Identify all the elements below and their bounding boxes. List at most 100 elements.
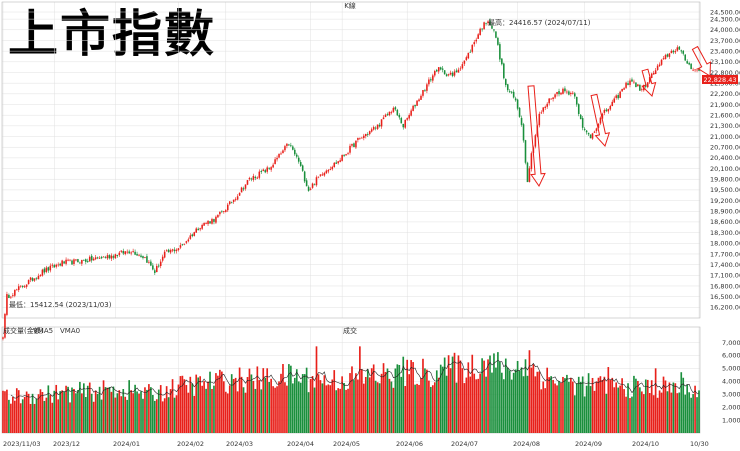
volume-bar: [404, 386, 406, 433]
volume-bar: [97, 394, 99, 433]
candlestick: [404, 119, 406, 128]
x-tick-label: 2024/06: [396, 440, 423, 448]
candle-body: [235, 199, 237, 200]
volume-bar: [424, 368, 426, 433]
volume-bar: [85, 397, 87, 433]
price-tick-label: 21,300.00: [710, 122, 740, 130]
candlestick: [182, 244, 184, 246]
candle-body: [556, 92, 558, 94]
candle-body: [588, 133, 590, 134]
volume-bar: [676, 393, 678, 433]
candle-body: [197, 229, 199, 230]
candlestick: [673, 50, 675, 55]
candle-body: [468, 53, 470, 58]
volume-bar: [270, 379, 272, 433]
candle-body: [178, 248, 180, 250]
volume-bar: [639, 387, 641, 433]
volume-bar: [83, 383, 85, 433]
candle-body: [310, 189, 312, 190]
candlestick: [444, 70, 446, 75]
candle-body: [657, 66, 659, 70]
candlestick: [10, 296, 12, 299]
candlestick: [479, 28, 481, 36]
candle-body: [641, 89, 643, 90]
candlestick: [203, 222, 205, 225]
volume-bar: [680, 372, 682, 433]
candlestick: [174, 247, 176, 253]
candle-body: [233, 200, 235, 202]
candlestick: [32, 277, 34, 281]
candlestick: [170, 249, 172, 255]
candlestick: [558, 89, 560, 97]
volume-bar: [136, 391, 138, 433]
volume-bar: [312, 376, 314, 433]
candle-body: [101, 257, 103, 258]
volume-panel-label: 成交: [343, 326, 357, 335]
candle-body: [278, 154, 280, 158]
candle-body: [540, 112, 542, 113]
candlestick: [294, 148, 296, 156]
candlestick: [428, 77, 430, 86]
candle-body: [298, 158, 300, 162]
candlestick: [154, 269, 156, 275]
candlestick: [276, 155, 278, 161]
volume-bar: [103, 380, 105, 433]
candlestick: [14, 290, 16, 298]
volume-bar: [115, 398, 117, 433]
candlestick: [85, 258, 87, 264]
volume-bar: [694, 386, 696, 433]
candlestick: [359, 138, 361, 140]
candle-body: [113, 256, 115, 258]
candle-body: [399, 115, 401, 117]
volume-bar: [393, 388, 395, 433]
price-tick-label: 16,500.00: [710, 293, 740, 301]
candle-body: [205, 223, 207, 224]
candle-body: [36, 278, 38, 279]
candlestick: [138, 254, 140, 256]
volume-bar: [576, 383, 578, 433]
candlestick: [688, 62, 690, 66]
volume-bar: [479, 373, 481, 433]
candle-body: [365, 134, 367, 136]
volume-bar: [375, 381, 377, 433]
candlestick: [635, 82, 637, 87]
candle-body: [385, 115, 387, 117]
candle-body: [611, 102, 613, 106]
candlestick: [272, 163, 274, 168]
candle-body: [432, 75, 434, 80]
candle-body: [302, 165, 304, 170]
legend-vma5: VMA5: [33, 327, 53, 335]
candle-body: [375, 128, 377, 129]
candle-body: [619, 92, 621, 98]
candle-body: [111, 256, 113, 259]
candlestick: [397, 109, 399, 116]
candlestick: [395, 106, 397, 111]
x-tick-label: 2024/02: [177, 440, 204, 448]
price-tick-label: 16,800.00: [710, 282, 740, 290]
volume-bar: [314, 388, 316, 433]
volume-bar: [12, 397, 14, 433]
candle-body: [115, 254, 117, 258]
volume-bar: [615, 382, 617, 433]
candle-body: [6, 294, 8, 315]
candlestick: [539, 112, 541, 128]
candle-body: [521, 118, 523, 125]
volume-bar: [178, 385, 180, 433]
candle-body: [351, 144, 353, 146]
volume-bar: [264, 378, 266, 433]
candle-body: [509, 91, 511, 92]
candlestick: [89, 255, 91, 262]
volume-bar: [517, 361, 519, 433]
candle-body: [631, 79, 633, 81]
candle-body: [290, 145, 292, 146]
candlestick: [357, 138, 359, 143]
volume-bar: [8, 400, 10, 433]
candlestick: [172, 249, 174, 252]
candle-body: [353, 143, 355, 147]
volume-bar: [501, 373, 503, 433]
candlestick: [343, 154, 345, 157]
candlestick: [207, 220, 209, 226]
price-tick-label: 20,700.00: [710, 144, 740, 152]
volume-tick-label: 6,000: [722, 352, 740, 360]
volume-bar: [381, 374, 383, 433]
